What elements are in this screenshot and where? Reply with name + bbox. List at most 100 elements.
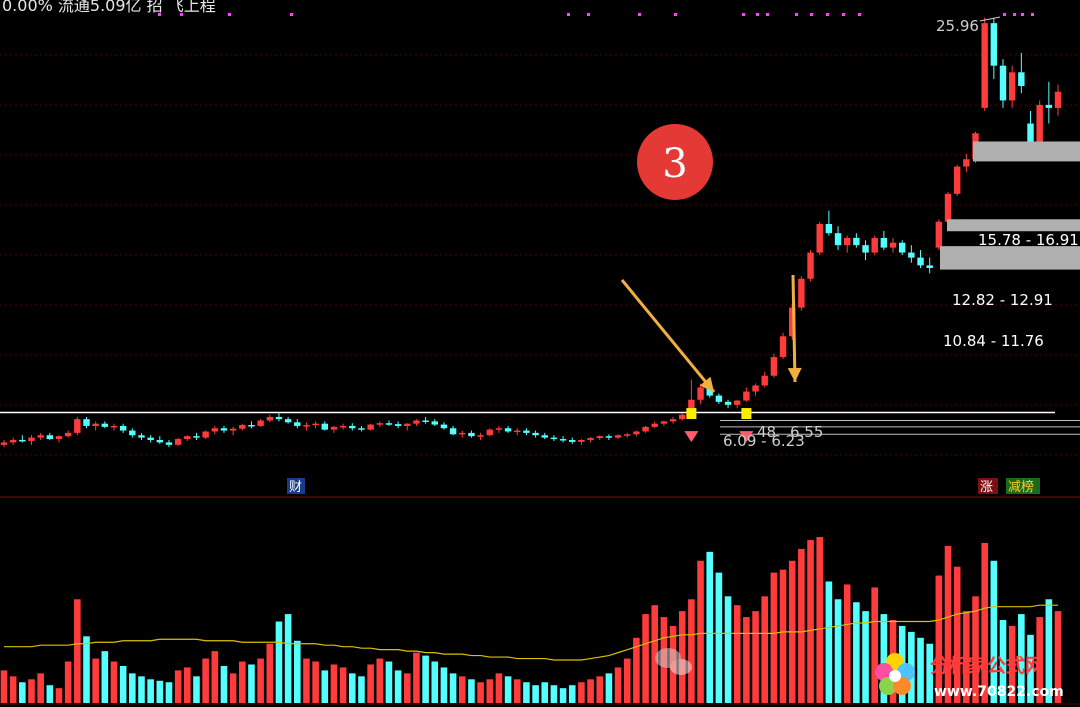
volume-bar-17 [156,680,164,703]
arrow-left-shaft [620,279,716,393]
candle-115 [1054,91,1062,108]
volume-bar-68 [623,658,631,703]
volume-bar-32 [293,640,301,703]
diamond-marker-0 [684,431,699,443]
volume-bar-56 [513,679,521,703]
volume-bar-42 [385,661,393,703]
candle-14 [129,430,136,436]
candle-2 [19,440,26,442]
candle-48 [440,424,448,429]
volume-bar-103 [944,545,952,703]
volume-bar-6 [55,688,63,703]
header-text: 0.00% 流通5.09亿 招 飞上程 [2,0,216,15]
candle-41 [376,423,383,425]
candle-8 [74,419,81,433]
volume-bar-30 [275,621,283,703]
candle-109 [999,65,1007,101]
svg-text:涨: 涨 [980,480,993,495]
volume-bar-3 [28,679,35,703]
candle-32 [294,422,301,426]
signal-dot-5 [587,13,590,16]
volume-bar-48 [440,667,448,703]
volume-bar-60 [550,685,558,703]
candle-10 [92,423,99,426]
candle-22 [202,431,209,438]
volume-bar-37 [339,667,347,703]
signal-box-0 [686,408,697,420]
candle-45 [413,420,420,424]
candle-19 [174,439,182,445]
volume-bar-51 [468,679,475,703]
watermark-title: 分析家公式网 [930,654,1044,677]
candle-71 [651,423,658,427]
signal-dot-14 [842,13,845,16]
volume-bar-57 [523,682,530,703]
volume-bar-70 [642,614,649,703]
volume-bar-63 [578,682,585,703]
volume-bar-66 [605,673,613,703]
candle-51 [468,432,475,437]
volume-bar-16 [147,679,154,703]
signal-dot-15 [858,13,861,16]
candle-15 [138,435,145,438]
volume-bar-25 [229,673,237,703]
candle-49 [449,428,457,435]
candle-43 [394,424,402,426]
volume-bar-11 [101,651,109,703]
flower-logo-icon [875,653,915,695]
grid-lines [0,13,1080,705]
volume-bar-18 [165,682,173,703]
candle-4 [37,435,44,438]
candle-29 [266,416,273,421]
zone-label-2: 12.82 - 12.91 [952,291,1053,309]
candle-11 [101,423,109,427]
volume-bar-59 [541,682,549,703]
zone-label-1: 15.78 - 16.91 [978,231,1079,249]
volume-bar-26 [238,661,246,703]
volume-bar-55 [504,676,512,703]
volume-ma-line [4,604,1058,661]
candle-86 [789,307,796,337]
candle-53 [486,429,493,436]
candle-25 [229,428,237,431]
volume-bar-21 [193,676,200,703]
candle-5 [46,435,54,440]
candle-30 [275,416,283,420]
tag-jianbang: 减榜 [1006,478,1040,495]
candle-63 [578,440,585,442]
volume-bar-7 [64,661,72,703]
volume-bar-8 [74,599,81,703]
volume-bar-76 [697,560,704,703]
volume-bar-15 [138,676,145,703]
volume-bar-36 [330,664,338,703]
volume-bar-79 [724,596,732,703]
volume-bar-89 [816,537,824,703]
signal-dot-16 [1003,13,1006,16]
candle-40 [367,424,374,430]
volume-bar-87 [798,548,805,703]
candle-105 [963,159,970,167]
signal-dot-13 [826,13,829,16]
candle-64 [587,438,594,440]
volume-bar-82 [752,611,759,703]
candle-46 [422,420,429,423]
candle-80 [734,400,741,405]
candle-103 [944,193,952,222]
candle-108 [990,23,998,66]
high-pointer-icon [979,16,1001,22]
volume-bar-14 [129,673,136,703]
svg-text:财: 财 [289,480,302,495]
signal-box-1 [741,408,752,420]
signal-dot-18 [1021,13,1024,16]
candle-112 [1027,123,1034,154]
svg-text:减榜: 减榜 [1008,479,1034,495]
signal-dot-10 [766,13,769,16]
volume-bar-109 [999,620,1007,703]
volume-bar-39 [358,676,365,703]
candle-95 [871,237,878,253]
candle-78 [715,395,723,402]
volume-bar-111 [1018,614,1025,703]
arrow-right-head [787,367,802,382]
volume-bar-113 [1036,617,1043,703]
